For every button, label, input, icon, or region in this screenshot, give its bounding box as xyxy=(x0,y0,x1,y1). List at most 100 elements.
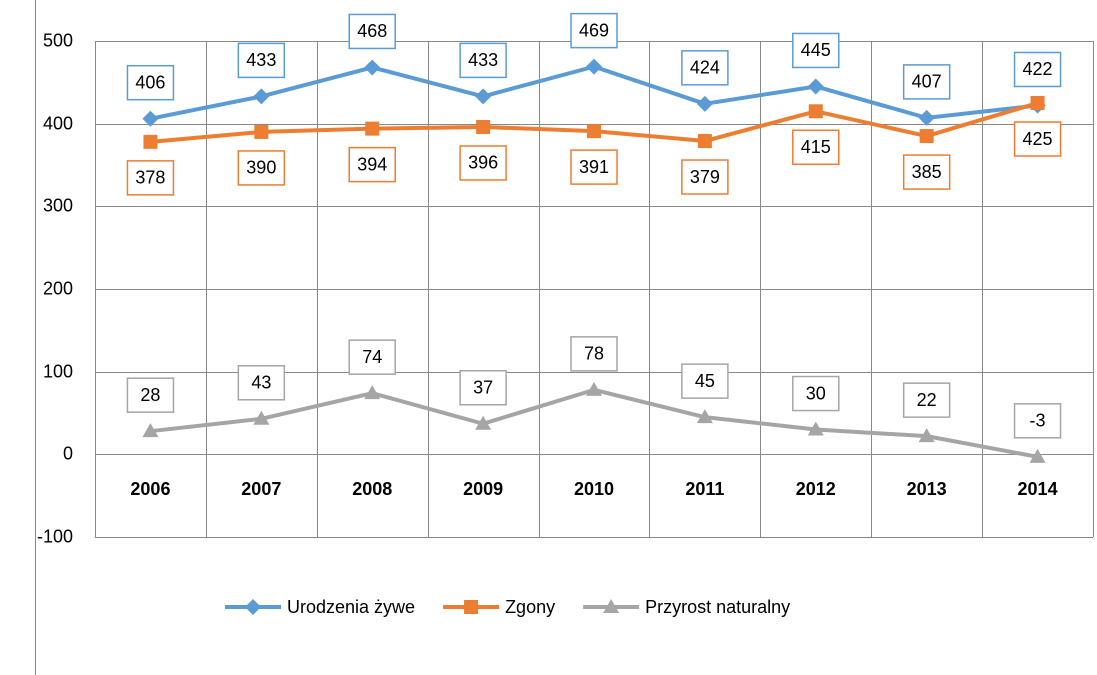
marker xyxy=(696,409,713,424)
y-tick-label: 0 xyxy=(63,443,73,463)
y-tick-label: 500 xyxy=(43,30,73,50)
marker xyxy=(1030,96,1045,110)
marker xyxy=(475,88,492,105)
marker xyxy=(808,104,823,119)
data-label: 407 xyxy=(912,72,942,92)
data-label: 37 xyxy=(473,377,493,397)
marker xyxy=(365,121,380,136)
marker xyxy=(142,110,159,127)
data-label: 468 xyxy=(357,21,387,41)
data-label: 78 xyxy=(584,344,604,364)
marker xyxy=(1029,448,1046,463)
data-label: 390 xyxy=(246,158,276,178)
marker xyxy=(586,381,602,396)
x-tick-label: 2014 xyxy=(1018,479,1058,499)
y-tick-label: 200 xyxy=(43,278,73,298)
data-label: 43 xyxy=(251,373,271,393)
data-label-box xyxy=(570,12,618,49)
data-label: 424 xyxy=(690,58,720,78)
data-label: 433 xyxy=(468,50,498,70)
marker xyxy=(918,109,935,126)
data-label-box xyxy=(1013,51,1062,88)
marker xyxy=(918,428,935,443)
data-label: 445 xyxy=(801,40,831,60)
marker xyxy=(696,95,713,112)
marker xyxy=(364,385,381,400)
data-label-box xyxy=(348,339,396,375)
marker xyxy=(697,134,712,149)
marker xyxy=(245,599,261,615)
data-label-box xyxy=(902,64,951,100)
marker xyxy=(364,59,381,76)
data-label-box xyxy=(1013,121,1062,157)
data-label-box xyxy=(126,377,175,413)
data-label-box xyxy=(237,150,286,186)
x-tick-label: 2013 xyxy=(907,479,947,499)
data-label-box xyxy=(1013,403,1062,439)
data-label: 396 xyxy=(468,153,498,173)
data-label-box xyxy=(902,154,951,190)
marker xyxy=(253,410,270,425)
marker xyxy=(253,88,270,105)
data-label-box xyxy=(792,32,840,69)
data-label: 391 xyxy=(579,157,609,177)
data-label: 422 xyxy=(1023,59,1053,79)
x-tick-label: 2010 xyxy=(574,479,614,499)
y-tick-label: -100 xyxy=(37,526,73,546)
marker xyxy=(476,119,491,134)
data-label-box xyxy=(902,382,951,418)
x-tick-label: 2012 xyxy=(796,479,836,499)
marker xyxy=(143,134,158,149)
x-tick-label: 2008 xyxy=(352,479,392,499)
data-label: 378 xyxy=(135,168,165,188)
x-tick-label: 2011 xyxy=(685,479,724,499)
y-tick-label: 100 xyxy=(43,361,73,381)
marker xyxy=(807,78,824,95)
data-label-box xyxy=(681,363,729,399)
x-tick-label: 2007 xyxy=(241,479,281,499)
marker xyxy=(475,415,492,430)
data-label: 22 xyxy=(917,390,937,410)
y-tick-label: 300 xyxy=(43,195,73,215)
data-label: 28 xyxy=(140,385,160,405)
data-label: -3 xyxy=(1030,411,1046,431)
x-tick-label: 2009 xyxy=(463,479,503,499)
legend-label: Urodzenia żywe xyxy=(287,597,415,617)
marker xyxy=(142,423,159,438)
data-label: 406 xyxy=(135,72,165,92)
data-label-box xyxy=(126,160,175,196)
data-label: 469 xyxy=(579,20,609,40)
marker xyxy=(464,600,479,614)
data-label-box xyxy=(237,42,286,79)
data-label: 30 xyxy=(806,383,826,403)
data-label: 415 xyxy=(801,137,831,157)
legend: Urodzenia żywe Zgony Przyrost naturalny xyxy=(225,597,790,617)
data-label-box xyxy=(570,336,618,372)
data-label-box xyxy=(126,64,175,101)
marker xyxy=(587,124,601,139)
data-label: 385 xyxy=(912,162,942,182)
data-label: 425 xyxy=(1023,129,1053,149)
data-label: 433 xyxy=(246,50,276,70)
data-label-box xyxy=(570,149,618,185)
legend-label: Przyrost naturalny xyxy=(645,597,790,617)
data-label-box xyxy=(792,129,840,166)
data-label-box xyxy=(459,369,507,406)
legend-label: Zgony xyxy=(505,597,555,617)
x-tick-label: 2006 xyxy=(130,479,170,499)
y-tick-label: 400 xyxy=(43,113,73,133)
marker xyxy=(586,58,602,75)
data-label: 45 xyxy=(695,371,715,391)
data-label-box xyxy=(237,365,286,401)
data-label: 379 xyxy=(690,167,720,187)
marker xyxy=(603,599,620,613)
marker xyxy=(254,124,269,139)
data-label-box xyxy=(459,145,507,181)
marker xyxy=(919,129,934,144)
data-label-box xyxy=(792,375,840,412)
data-label: 394 xyxy=(357,154,387,174)
data-label: 74 xyxy=(362,347,382,367)
data-label-box xyxy=(348,146,396,183)
